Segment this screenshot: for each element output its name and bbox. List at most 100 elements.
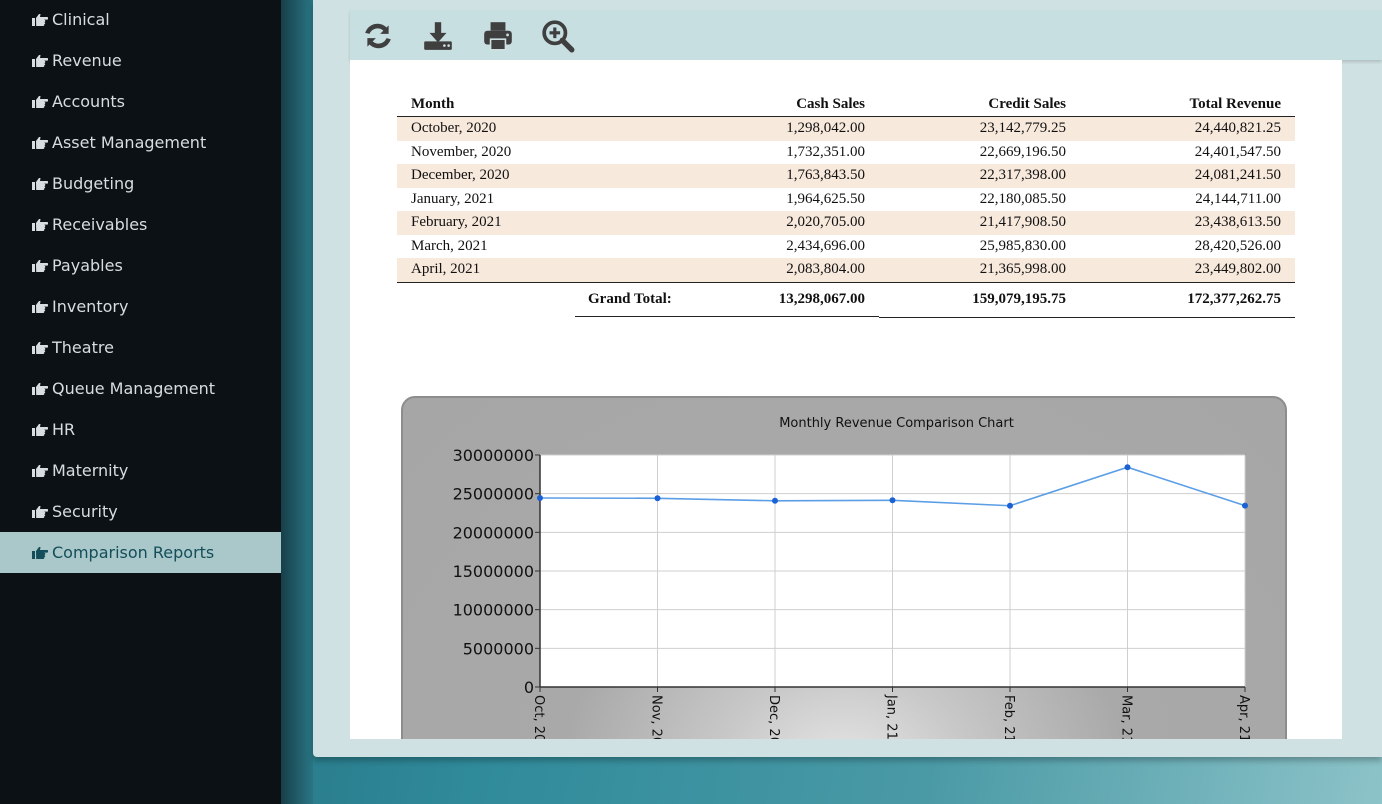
hand-pointing-right-icon: [31, 218, 48, 232]
data-point: [654, 495, 661, 502]
cell-month: December, 2020: [397, 164, 575, 188]
sidebar-item-security[interactable]: Security: [0, 491, 281, 532]
revenue-chart: Monthly Revenue Comparison Chart 30000000…: [401, 396, 1287, 739]
grand-total-cash: 13,298,067.00: [778, 291, 865, 308]
sidebar-item-hr[interactable]: HR: [0, 409, 281, 450]
cell-cash: 1,298,042.00: [575, 116, 879, 141]
cell-cash: 1,763,843.50: [575, 164, 879, 188]
sidebar-item-label: Accounts: [52, 92, 125, 111]
cell-credit: 21,417,908.50: [879, 211, 1080, 235]
table-row: April, 2021 2,083,804.00 21,365,998.00 23,4…: [397, 258, 1295, 282]
sidebar-shadow: [281, 0, 313, 804]
zoom-in-button[interactable]: [540, 18, 576, 54]
sidebar-item-label: HR: [52, 420, 76, 439]
hand-pointing-right-icon: [31, 341, 48, 355]
cell-cash: 1,964,625.50: [786, 190, 865, 207]
data-point: [889, 497, 896, 504]
cell-month: November, 2020: [411, 143, 512, 160]
cell-cash: 2,020,705.00: [575, 211, 879, 235]
refresh-icon: [365, 23, 391, 49]
sidebar-item-label: Asset Management: [52, 133, 207, 152]
data-point: [1242, 502, 1248, 509]
data-point: [1124, 464, 1131, 471]
cell-total: 24,440,821.25: [1080, 116, 1295, 141]
chart-canvas: Monthly Revenue Comparison Chart 30000000…: [453, 416, 1251, 739]
hand-pointing-right-icon: [31, 464, 48, 478]
sidebar-item-payables[interactable]: Payables: [0, 245, 281, 286]
print-icon: [484, 22, 512, 51]
sidebar-item-budgeting[interactable]: Budgeting: [0, 163, 281, 204]
x-tick-label: Nov, 20: [649, 695, 664, 739]
grand-total-credit: 159,079,195.75: [879, 281, 1080, 318]
sidebar-item-asset-management[interactable]: Asset Management: [0, 122, 281, 163]
table-row: February, 2021 2,020,705.00 21,417,908.50 2…: [397, 211, 1295, 235]
print-button[interactable]: [480, 18, 516, 54]
sidebar-item-maternity[interactable]: Maternity: [0, 450, 281, 491]
sidebar-item-revenue[interactable]: Revenue: [0, 40, 281, 81]
zoom-in-icon: [542, 20, 575, 53]
cell-month: March, 2021: [411, 237, 488, 254]
sidebar-item-comparison-reports[interactable]: Comparison Reports: [0, 532, 281, 573]
grand-total-revenue: 172,377,262.75: [1080, 281, 1295, 318]
sidebar-item-label: Inventory: [52, 297, 129, 316]
chart-title: Monthly Revenue Comparison Chart: [779, 416, 1014, 431]
col-header-cash-sales: Cash Sales: [575, 93, 879, 117]
cell-month: April, 2021: [397, 258, 575, 282]
hand-pointing-right-icon: [31, 382, 48, 396]
sidebar-item-label: Theatre: [52, 338, 114, 357]
sidebar-item-theatre[interactable]: Theatre: [0, 327, 281, 368]
sidebar-item-accounts[interactable]: Accounts: [0, 81, 281, 122]
table-row: November, 2020 1,732,351.00 22,669,196.50 2…: [397, 141, 1295, 165]
hand-pointing-right-icon: [31, 505, 48, 519]
sidebar-item-label: Comparison Reports: [52, 543, 215, 562]
cell-total: 24,401,547.50: [1194, 143, 1281, 160]
hand-pointing-right-icon: [31, 13, 48, 27]
hand-pointing-right-icon: [31, 54, 48, 68]
x-tick-label: Dec, 20: [766, 695, 781, 739]
hand-pointing-right-icon: [31, 423, 48, 437]
table-row: October, 2020 1,298,042.00 23,142,779.25 24…: [397, 116, 1295, 141]
cell-cash: 2,434,696.00: [786, 237, 865, 254]
report-toolbar: [350, 10, 1382, 60]
data-point: [1007, 502, 1013, 509]
grand-total-cash-cell: Grand Total: 13,298,067.00: [575, 281, 879, 317]
hand-pointing-right-icon: [31, 95, 48, 109]
revenue-table: Month Cash Sales Credit Sales Total Reve…: [397, 93, 1295, 318]
col-header-credit-sales: Credit Sales: [879, 93, 1080, 117]
hand-pointing-right-icon: [31, 136, 48, 150]
sidebar-item-label: Queue Management: [52, 379, 216, 398]
hand-pointing-right-icon: [31, 259, 48, 273]
cell-credit: 21,365,998.00: [879, 258, 1080, 282]
cell-total: 24,144,711.00: [1195, 190, 1281, 207]
sidebar-item-receivables[interactable]: Receivables: [0, 204, 281, 245]
cell-credit: 22,317,398.00: [879, 164, 1080, 188]
sidebar-item-label: Maternity: [52, 461, 129, 480]
hand-pointing-right-icon: [31, 300, 48, 314]
hand-pointing-right-icon: [31, 177, 48, 191]
hand-pointing-right-icon: [31, 546, 48, 560]
cell-month: October, 2020: [397, 116, 575, 141]
sidebar-item-queue-management[interactable]: Queue Management: [0, 368, 281, 409]
sidebar-item-inventory[interactable]: Inventory: [0, 286, 281, 327]
download-button[interactable]: [420, 18, 456, 54]
cell-total: 28,420,526.00: [1194, 237, 1281, 254]
sidebar-item-label: Payables: [52, 256, 123, 275]
table-row: March, 2021 2,434,696.00 25,985,830.00 28,4…: [397, 235, 1295, 259]
sidebar: Clinical Revenue Accounts Asset Management B…: [0, 0, 281, 804]
sidebar-item-label: Budgeting: [52, 174, 135, 193]
col-header-month: Month: [397, 93, 575, 117]
sidebar-item-label: Security: [52, 502, 118, 521]
cell-month: February, 2021: [397, 211, 575, 235]
x-tick-label: Apr, 21: [1236, 695, 1251, 739]
data-point: [772, 497, 778, 504]
cell-total: 23,449,802.00: [1080, 258, 1295, 282]
cell-credit: 22,180,085.50: [979, 190, 1066, 207]
sidebar-item-clinical[interactable]: Clinical: [0, 0, 281, 40]
table-header-row: Month Cash Sales Credit Sales Total Reve…: [397, 93, 1295, 117]
cell-total: 23,438,613.50: [1080, 211, 1295, 235]
cell-credit: 23,142,779.25: [879, 116, 1080, 141]
cell-total: 24,081,241.50: [1080, 164, 1295, 188]
y-tick-label: 10000000: [453, 601, 534, 620]
refresh-button[interactable]: [360, 18, 396, 54]
y-tick-label: 30000000: [453, 446, 534, 465]
